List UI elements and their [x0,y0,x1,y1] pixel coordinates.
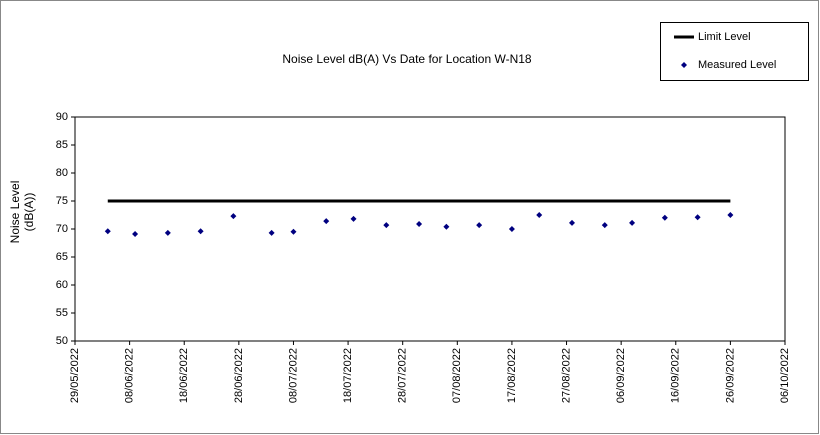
x-tick-label: 07/08/2022 [451,348,463,403]
data-point [601,222,608,229]
data-point [629,219,636,226]
y-tick-label: 50 [56,335,68,347]
legend-label: Measured Level [698,59,776,71]
data-point [694,214,701,221]
data-point [230,213,237,220]
data-point [132,231,139,238]
data-point [290,228,297,235]
data-point [508,226,515,232]
data-point [443,223,450,230]
x-tick-label: 26/09/2022 [724,348,736,403]
data-point [350,215,357,222]
x-tick-label: 18/06/2022 [178,348,190,403]
y-axis-label: Noise Level [8,181,22,244]
x-tick-label: 27/08/2022 [560,348,572,403]
x-tick-label: 16/09/2022 [670,348,682,403]
x-tick-label: 06/10/2022 [779,348,791,403]
data-point [323,218,330,225]
data-point [416,220,423,227]
data-point [268,229,275,236]
y-axis-label: (dB(A)) [22,193,36,232]
y-tick-label: 75 [56,195,68,207]
legend-swatch [681,62,687,68]
y-tick-label: 55 [56,307,68,319]
data-point [197,228,204,235]
y-tick-label: 60 [56,279,68,291]
x-tick-label: 28/06/2022 [233,348,245,403]
chart-title: Noise Level dB(A) Vs Date for Location W… [282,52,532,66]
x-tick-label: 28/07/2022 [397,348,409,403]
y-tick-label: 80 [56,167,68,179]
legend-box [660,22,809,81]
y-tick-label: 90 [56,111,68,123]
x-tick-label: 06/09/2022 [615,348,627,403]
x-tick-label: 17/08/2022 [506,348,518,403]
x-tick-label: 18/07/2022 [342,348,354,403]
data-point [164,229,171,236]
y-tick-label: 65 [56,251,68,263]
legend-label: Limit Level [698,31,751,43]
data-point [727,212,734,218]
data-point [383,222,390,229]
x-tick-label: 08/07/2022 [287,348,299,403]
data-point [104,228,111,235]
data-point [476,222,483,229]
x-tick-label: 29/05/2022 [69,348,81,403]
data-point [569,219,575,226]
data-point [536,212,543,218]
data-point [661,214,668,221]
y-tick-label: 70 [56,223,68,235]
x-tick-label: 08/06/2022 [124,348,136,403]
y-tick-label: 85 [56,139,68,151]
